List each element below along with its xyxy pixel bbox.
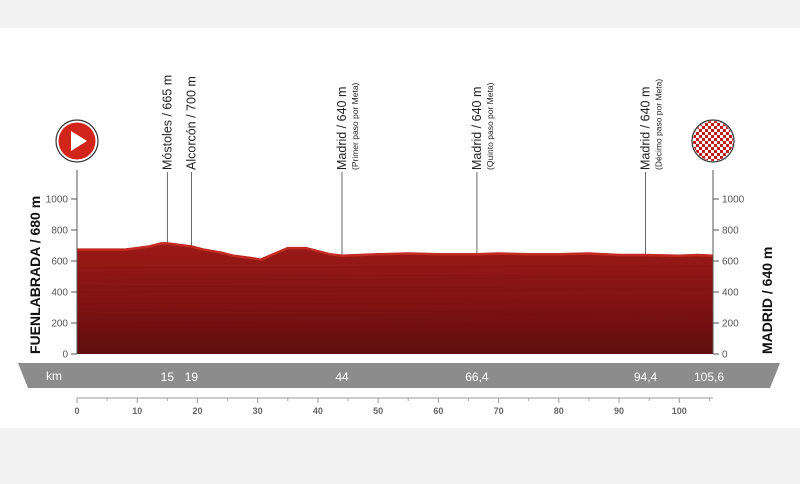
km-scale-tick-label: 0 — [74, 406, 79, 416]
checkpoint-name-label: Madrid / 640 m — [639, 87, 653, 170]
right-altitude-axis: 0 200 400 600 800 1000 — [712, 170, 745, 361]
km-scale-tick-label: 100 — [672, 406, 687, 416]
km-bar-finish-label: 105,6 — [694, 370, 724, 384]
km-bar-checkpoint-label: 66,4 — [465, 370, 489, 384]
terrain-texture-line — [76, 325, 714, 329]
km-bar — [18, 363, 780, 388]
terrain-texture-line — [76, 277, 714, 281]
checkpoint-note-label: (Quinto paso por Meta) — [485, 82, 495, 170]
left-axis-tick-label: 200 — [51, 319, 68, 330]
left-axis-tick-label: 800 — [51, 226, 68, 237]
right-axis-tick-label: 800 — [722, 226, 739, 237]
terrain-texture-line — [76, 337, 714, 341]
km-bar-unit-label: km — [46, 369, 62, 383]
top-band — [0, 0, 800, 28]
terrain-ridge-line — [77, 242, 714, 261]
terrain-texture-line — [76, 345, 714, 350]
left-axis-tick-label: 1000 — [46, 195, 69, 206]
left-axis-tick-label: 600 — [51, 257, 68, 268]
terrain-texture-line — [76, 289, 714, 293]
km-scale-tick-label: 80 — [554, 406, 564, 416]
terrain-texture-line — [76, 309, 714, 314]
terrain-texture-line — [76, 273, 714, 278]
terrain-area — [76, 242, 714, 354]
km-scale-tick-label: 30 — [253, 406, 263, 416]
start-play-icon — [55, 119, 99, 163]
checkpoint-labels: Móstoles / 665 m Alcorcón / 700 m Madrid /… — [160, 75, 663, 170]
km-scale-ticks: 0 10 20 30 40 50 60 70 80 90 100 — [74, 398, 710, 416]
checkpoint-note-label: (Primer paso por Meta) — [350, 82, 360, 170]
km-scale-tick-label: 20 — [192, 406, 202, 416]
right-axis-tick-label: 1000 — [722, 195, 745, 206]
right-axis-tick-label: 600 — [722, 257, 739, 268]
checkpoint-name-label: Madrid / 640 m — [335, 87, 349, 170]
terrain-texture-line — [76, 301, 714, 305]
terrain-texture-line — [76, 333, 714, 338]
km-scale-tick-label: 60 — [433, 406, 443, 416]
km-scale-tick-label: 40 — [313, 406, 323, 416]
right-axis-tick-label: 400 — [722, 288, 739, 299]
terrain-texture-line — [76, 285, 714, 290]
terrain-texture-line — [76, 297, 714, 302]
km-scale-tick-label: 90 — [614, 406, 624, 416]
km-scale-tick-label: 50 — [373, 406, 383, 416]
terrain-texture-line — [76, 265, 714, 269]
km-bar-checkpoint-label: 94,4 — [634, 370, 658, 384]
checkpoint-name-label: Madrid / 640 m — [470, 87, 484, 170]
checkpoint-note-label: (Décimo paso por Meta) — [654, 79, 664, 170]
start-location-label: FUENLABRADA / 680 m — [27, 196, 43, 354]
terrain-texture-line — [76, 313, 714, 317]
km-bar-checkpoint-labels: 15 19 44 66,4 94,4 105,6 — [161, 370, 725, 384]
left-axis-tick-label: 0 — [62, 350, 68, 361]
finish-location-label: MADRID / 640 m — [759, 247, 775, 354]
right-axis-tick-label: 200 — [722, 319, 739, 330]
finish-checkered-icon — [691, 119, 735, 163]
left-axis-tick-label: 400 — [51, 288, 68, 299]
checkpoint-name-label: Móstoles / 665 m — [160, 75, 174, 170]
km-scale-tick-label: 70 — [494, 406, 504, 416]
terrain-texture-line — [76, 321, 714, 326]
km-bar-checkpoint-label: 44 — [335, 370, 349, 384]
terrain-fill — [77, 242, 713, 354]
km-bar-checkpoint-label: 19 — [185, 370, 199, 384]
left-altitude-axis: 0 200 400 600 800 1000 — [46, 170, 78, 361]
km-bar-checkpoint-label: 15 — [161, 370, 175, 384]
figure-panel — [0, 28, 800, 428]
checkpoint-name-label: Alcorcón / 700 m — [184, 76, 198, 170]
km-scale-tick-label: 10 — [132, 406, 142, 416]
right-axis-tick-label: 0 — [722, 350, 728, 361]
